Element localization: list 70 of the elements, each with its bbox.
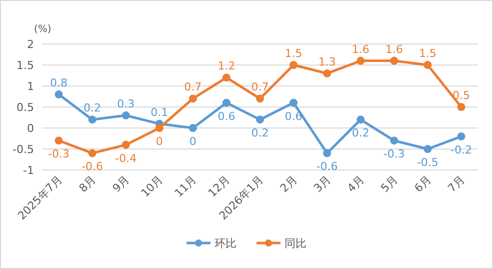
data-label: 0.3 — [117, 97, 135, 110]
data-label: 1.5 — [284, 47, 302, 60]
legend-label: 环比 — [214, 237, 236, 250]
point — [88, 116, 96, 124]
point — [457, 132, 466, 140]
data-label: 0.7 — [184, 80, 202, 94]
point — [122, 111, 130, 120]
x-tick-label: 3月 — [311, 172, 334, 195]
point — [188, 124, 197, 132]
x-tick-label: 6月 — [412, 172, 434, 195]
legend-label: 同比 — [284, 237, 306, 250]
x-tick-label: 7月 — [445, 172, 468, 195]
y-tick-label: 1 — [27, 80, 34, 93]
y-tick-label: 0.5 — [16, 101, 34, 114]
data-label: 0.1 — [150, 106, 168, 119]
point — [390, 136, 398, 145]
data-label: -0.4 — [115, 152, 137, 165]
point — [222, 98, 230, 107]
data-label: 0.2 — [251, 126, 269, 140]
data-label: 0.2 — [352, 126, 370, 140]
data-label: 1.6 — [385, 42, 403, 56]
x-tick-label: 4月 — [344, 172, 367, 195]
point — [155, 124, 164, 132]
data-label: -0.2 — [450, 143, 472, 156]
point — [188, 94, 197, 103]
data-label: 1.6 — [352, 42, 370, 56]
x-tick-label: 5月 — [378, 172, 400, 195]
data-label: 1.2 — [218, 60, 236, 73]
data-label: 0 — [156, 135, 163, 148]
point — [88, 149, 96, 158]
data-label: 0 — [189, 135, 196, 148]
data-label: -0.3 — [383, 148, 405, 161]
data-label: 0.8 — [50, 76, 68, 90]
point — [256, 116, 264, 124]
point — [54, 90, 63, 98]
x-tick-label: 10月 — [138, 172, 166, 200]
point — [323, 69, 332, 78]
y-tick-label: 2 — [27, 38, 34, 51]
x-tick-label: 12月 — [206, 172, 233, 200]
data-label: 0.7 — [251, 80, 269, 94]
point — [356, 116, 365, 124]
x-tick-label: 8月 — [76, 172, 98, 195]
point — [390, 56, 398, 65]
point — [54, 136, 63, 145]
x-tick-label: 9月 — [110, 172, 132, 195]
data-label: -0.5 — [416, 156, 438, 169]
x-tick-label: 2月 — [278, 172, 300, 195]
data-label: -0.3 — [48, 148, 70, 161]
point — [290, 98, 298, 107]
point — [290, 61, 298, 69]
point — [122, 140, 130, 149]
y-tick-label: 1.5 — [16, 59, 34, 72]
y-tick-label: 0 — [27, 122, 34, 135]
y-axis-title: (%) — [34, 24, 52, 35]
y-tick-label: -1 — [23, 164, 34, 177]
point — [222, 74, 230, 82]
data-label: 1.3 — [318, 55, 336, 68]
data-label: 0.6 — [218, 110, 236, 123]
data-label: 1.5 — [418, 47, 436, 60]
data-label: -0.6 — [316, 160, 338, 174]
x-tick-label: 11月 — [172, 172, 200, 200]
data-label: -0.6 — [82, 160, 104, 174]
point — [256, 94, 264, 103]
point — [424, 61, 432, 69]
point — [356, 56, 365, 65]
point — [457, 103, 466, 111]
data-label: 0.2 — [84, 102, 102, 115]
point — [323, 149, 332, 158]
point — [424, 145, 432, 153]
y-tick-label: -0.5 — [12, 143, 34, 156]
